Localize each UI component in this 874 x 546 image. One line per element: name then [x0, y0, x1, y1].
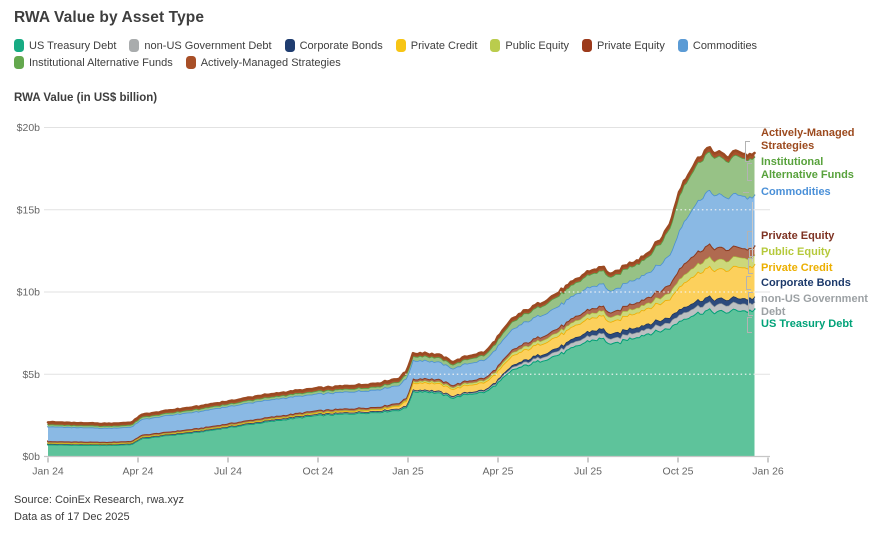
x-tick-label: Jul 25: [574, 466, 602, 478]
leader-bracket-icon: [747, 317, 752, 333]
x-tick-label: Jul 24: [214, 466, 242, 478]
legend-item: Actively-Managed Strategies: [185, 56, 341, 69]
area-us-treasury-debt: [48, 308, 755, 457]
series-end-label: Institutional Alternative Funds: [761, 156, 854, 181]
legend-label: Private Credit: [410, 39, 478, 52]
legend-swatch-icon: [14, 56, 24, 69]
legend-item: Private Credit: [395, 39, 478, 52]
legend-label: Commodities: [692, 39, 758, 52]
area-institutional-alternative-funds: [48, 151, 755, 429]
legend-label: Public Equity: [505, 39, 569, 52]
leader-vline-icon: [752, 202, 753, 262]
x-tick-label: Jan 24: [32, 466, 64, 478]
legend-swatch-icon: [677, 39, 688, 52]
x-tick-label: Jan 25: [392, 466, 424, 478]
legend: US Treasury Debt non-US Government Debt Co…: [14, 39, 794, 73]
legend-item: non-US Government Debt: [129, 39, 272, 52]
legend-row-2: Institutional Alternative Funds Actively-…: [14, 56, 794, 69]
legend-label: Actively-Managed Strategies: [200, 56, 341, 69]
legend-swatch-icon: [284, 39, 295, 52]
legend-swatch-icon: [395, 39, 406, 52]
y-tick-label: $15b: [17, 204, 41, 216]
legend-item: US Treasury Debt: [14, 39, 116, 52]
x-tick-label: Oct 24: [303, 466, 334, 478]
legend-label: non-US Government Debt: [144, 39, 272, 52]
leader-bracket-icon: [747, 231, 752, 248]
series-end-label: Corporate Bonds: [761, 277, 851, 289]
source-note: Source: CoinEx Research, rwa.xyz: [14, 494, 184, 506]
leader-bracket-icon: [746, 276, 751, 290]
area-series-group: [46, 146, 756, 457]
legend-swatch-icon: [185, 56, 196, 69]
x-tick-label: Apr 24: [123, 466, 154, 478]
series-end-label: non-US Government Debt: [761, 293, 868, 318]
series-end-label: Private Equity: [761, 230, 835, 242]
legend-swatch-icon: [582, 39, 592, 52]
legend-item: Commodities: [677, 39, 758, 52]
x-tick-label: Jan 26: [752, 466, 784, 478]
leader-bracket-icon: [748, 258, 753, 274]
leader-bracket-icon: [749, 249, 754, 257]
y-tick-label: $10b: [17, 287, 41, 299]
leader-bracket-icon: [745, 141, 750, 162]
axes: [44, 455, 770, 463]
leader-bracket-icon: [747, 163, 752, 181]
area-commodities: [48, 189, 755, 442]
legend-row-1: US Treasury Debt non-US Government Debt Co…: [14, 39, 794, 52]
series-end-label: Commodities: [761, 186, 831, 198]
x-tick-label: Oct 25: [663, 466, 694, 478]
legend-swatch-icon: [129, 39, 140, 52]
series-end-label: Public Equity: [761, 246, 831, 258]
area-non-us-government-debt: [48, 301, 755, 446]
page-title: RWA Value by Asset Type: [14, 9, 205, 26]
area-corporate-bonds: [48, 295, 755, 445]
legend-label: Corporate Bonds: [299, 39, 383, 52]
legend-swatch-icon: [490, 39, 501, 52]
legend-item: Institutional Alternative Funds: [14, 56, 173, 69]
footer: Source: CoinEx Research, rwa.xyz Data as…: [14, 492, 184, 526]
legend-item: Public Equity: [490, 39, 569, 52]
leader-dash-icon: [743, 192, 749, 193]
tick-labels: $0b $5b $10b $15b $20b Jan 24 Apr 24 Jul 24 Oct …: [17, 122, 784, 478]
series-end-label: Private Credit: [761, 262, 833, 274]
legend-item: Corporate Bonds: [284, 39, 383, 52]
y-tick-label: $5b: [22, 369, 40, 381]
series-end-label: US Treasury Debt: [761, 318, 853, 330]
y-tick-label: $0b: [22, 451, 40, 463]
legend-swatch-icon: [14, 39, 24, 52]
area-private-equity: [48, 243, 755, 444]
legend-label: Private Equity: [597, 39, 665, 52]
x-tick-label: Apr 25: [483, 466, 514, 478]
data-as-of-note: Data as of 17 Dec 2025: [14, 511, 130, 523]
leader-bracket-icon: [748, 292, 753, 316]
edge-actively-managed-strategies: [46, 146, 756, 426]
y-axis-title: RWA Value (in US$ billion): [14, 92, 158, 104]
y-tick-label: $20b: [17, 122, 41, 134]
legend-label: US Treasury Debt: [29, 39, 117, 52]
legend-label: Institutional Alternative Funds: [29, 56, 173, 69]
legend-item: Private Equity: [582, 39, 665, 52]
series-end-label: Actively-Managed Strategies: [761, 127, 855, 152]
